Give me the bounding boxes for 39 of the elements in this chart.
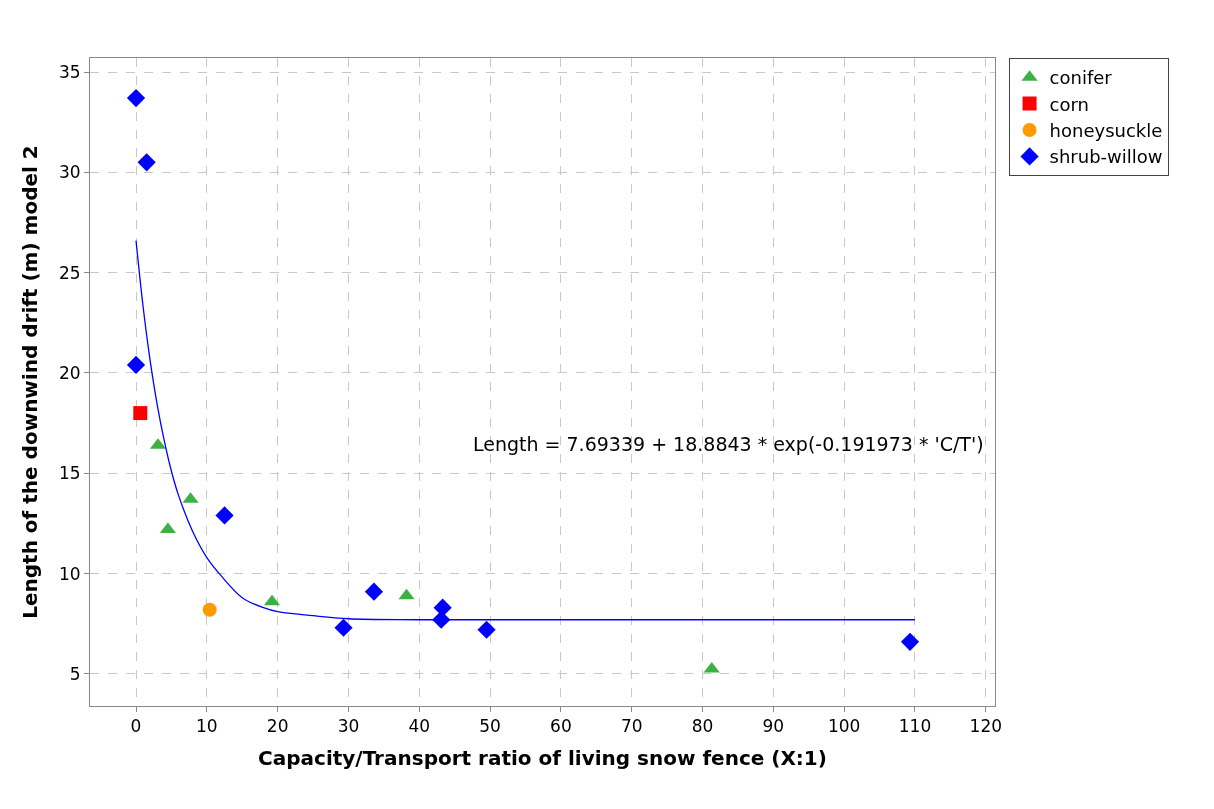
point bbox=[137, 153, 156, 172]
x-tick-label: 110 bbox=[898, 716, 932, 737]
x-tick-label: 50 bbox=[479, 716, 501, 737]
point bbox=[334, 618, 353, 637]
x-tick-label: 80 bbox=[691, 716, 714, 737]
x-tick-label: 30 bbox=[337, 716, 360, 737]
legend-label: corn bbox=[1049, 93, 1089, 115]
y-tick-label: 20 bbox=[58, 362, 81, 383]
x-tick-label: 0 bbox=[130, 716, 142, 737]
x-axis-title: Capacity/Transport ratio of living snow fence (X:1) bbox=[258, 745, 827, 770]
y-tick-label: 5 bbox=[69, 663, 81, 684]
point bbox=[477, 620, 496, 639]
point bbox=[900, 632, 920, 651]
x-tick-label: 100 bbox=[827, 716, 861, 737]
point bbox=[126, 89, 146, 108]
y-tick-label: 30 bbox=[58, 162, 81, 183]
point bbox=[133, 406, 148, 421]
x-tick-label: 10 bbox=[196, 716, 218, 737]
y-tick-label: 15 bbox=[58, 463, 81, 484]
legend-label: honeysuckle bbox=[1049, 120, 1163, 142]
x-tick-label: 40 bbox=[408, 716, 431, 737]
x-tick-label: 60 bbox=[550, 716, 572, 737]
point bbox=[703, 661, 720, 673]
y-tick-label: 10 bbox=[58, 563, 81, 584]
annotation: Length = 7.69339 + 18.8843 * exp(-0.191973 * 'C/T') bbox=[473, 433, 984, 455]
legend-label: conifer bbox=[1049, 67, 1113, 89]
x-tick-label: 20 bbox=[266, 716, 289, 737]
point bbox=[364, 582, 384, 601]
point bbox=[202, 602, 217, 617]
x-tick-label: 120 bbox=[969, 716, 1003, 737]
y-tick-label: 35 bbox=[58, 61, 81, 82]
point bbox=[126, 355, 146, 375]
y-axis-title: Length of the downwind drift (m) model 2 bbox=[18, 145, 43, 619]
point bbox=[398, 588, 415, 600]
y-tick-label: 25 bbox=[58, 262, 81, 283]
legend-label: shrub-willow bbox=[1049, 146, 1163, 168]
x-tick-label: 70 bbox=[620, 716, 643, 737]
point bbox=[215, 506, 234, 525]
x-tick-label: 90 bbox=[762, 716, 785, 737]
